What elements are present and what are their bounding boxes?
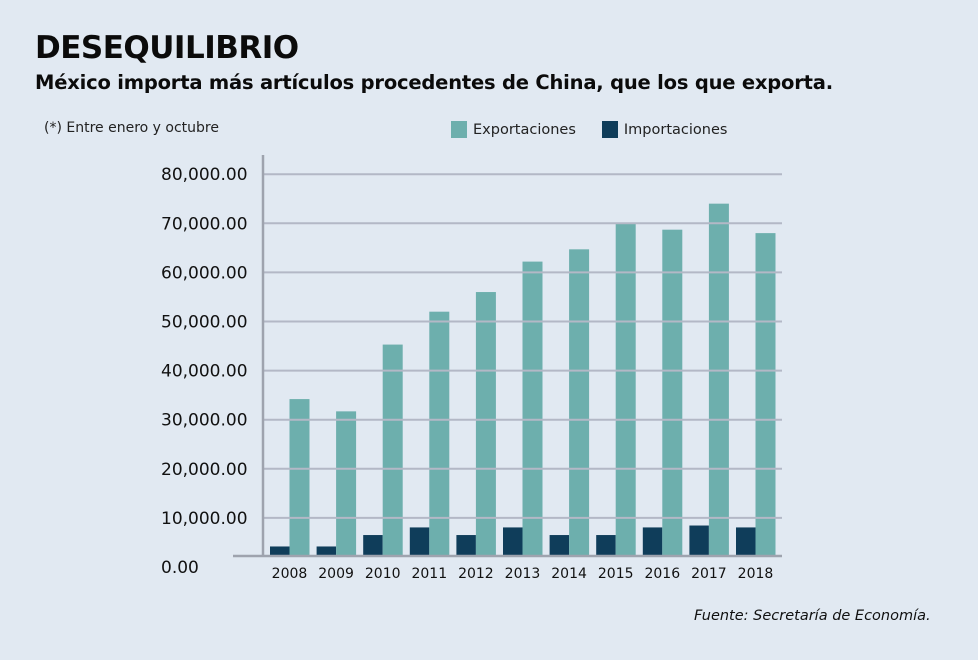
x-tick-2009: 2009 [318,566,354,582]
axes-layer [233,155,782,558]
y-tick-10000: 10,000.00 [161,509,248,529]
y-tick-20000: 20,000.00 [161,460,248,480]
x-tick-2010: 2010 [365,566,401,582]
y-tick-labels: 0.00 10,000.00 20,000.00 30,000.00 40,000.00… [161,165,248,578]
bar-importaciones-2018 [736,527,756,556]
chart-title: DESEQUILIBRIO [35,30,299,66]
bar-exportaciones-2017 [708,203,729,556]
bar-exportaciones-2014 [569,249,590,556]
bar-importaciones-2009 [316,546,337,556]
y-tick-60000: 60,000.00 [161,263,248,283]
bar-importaciones-2013 [503,527,523,556]
bar-exportaciones-2008 [289,399,310,556]
legend: Exportaciones Importaciones [451,121,753,138]
bar-exportaciones-2016 [662,229,683,557]
gridlines-layer [263,173,782,519]
bar-importaciones-2017 [689,525,709,556]
x-tick-2018: 2018 [738,566,774,582]
y-tick-80000: 80,000.00 [161,165,248,185]
legend-label-exportaciones: Exportaciones [473,121,576,138]
bar-exportaciones-2018 [755,233,776,556]
bar-exportaciones-2011 [429,311,450,556]
chart-subtitle: México importa más artículos procedentes… [35,71,833,94]
bar-exportaciones-2009 [336,411,357,556]
bar-exportaciones-2015 [615,223,636,557]
bar-importaciones-2010 [363,535,383,556]
bar-exportaciones-2013 [522,261,543,556]
y-tick-40000: 40,000.00 [161,362,248,382]
bar-importaciones-2011 [409,527,430,556]
bar-exportaciones-2010 [382,344,403,556]
x-tick-2017: 2017 [691,566,727,582]
x-tick-2013: 2013 [505,566,541,582]
x-tick-2008: 2008 [272,566,308,582]
y-tick-0: 0.00 [161,558,199,578]
x-tick-2012: 2012 [458,566,494,582]
bars-layer [270,203,776,557]
legend-swatch-importaciones [601,121,618,138]
y-tick-70000: 70,000.00 [161,214,248,234]
bar-exportaciones-2012 [475,292,496,556]
source-note: Fuente: Secretaría de Economía. [694,608,931,624]
legend-item-exportaciones: Exportaciones [451,121,576,138]
x-tick-2015: 2015 [598,566,634,582]
x-tick-2011: 2011 [411,566,447,582]
footnote-period: (*) Entre enero y octubre [44,120,219,136]
bar-importaciones-2014 [549,535,570,556]
bar-importaciones-2012 [456,535,476,556]
bar-importaciones-2008 [270,546,290,556]
bar-importaciones-2015 [596,535,616,556]
y-tick-50000: 50,000.00 [161,313,248,333]
x-tick-labels: 2008 2009 2010 2011 2012 2013 2014 2015 2016 2017… [272,566,774,582]
legend-swatch-exportaciones [451,121,467,138]
x-tick-2016: 2016 [644,566,680,582]
legend-label-importaciones: Importaciones [623,121,728,138]
x-tick-2014: 2014 [551,566,587,582]
legend-item-importaciones: Importaciones [601,121,728,138]
y-tick-30000: 30,000.00 [161,411,248,431]
bar-importaciones-2016 [642,527,663,556]
